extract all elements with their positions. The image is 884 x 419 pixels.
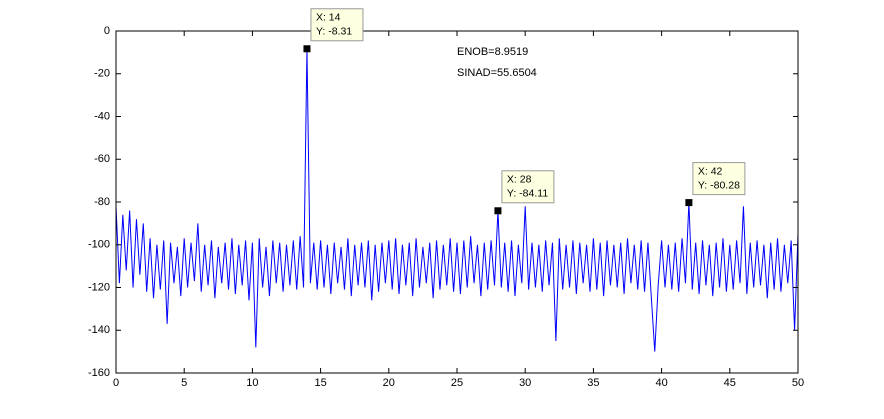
datatip-box [501, 170, 555, 204]
plot-area [116, 31, 798, 373]
x-tick-label: 10 [246, 377, 258, 389]
y-tick-label: -160 [88, 367, 110, 379]
x-tick-label: 0 [113, 377, 119, 389]
datatip-y: Y: -80.28 [698, 179, 740, 191]
datatip-marker [303, 45, 311, 53]
x-tick-label: 20 [383, 377, 395, 389]
x-tick-label: 5 [181, 377, 187, 389]
x-tick-label: 45 [724, 377, 736, 389]
x-tick-label: 35 [587, 377, 599, 389]
datatip-y: Y: -84.11 [507, 188, 548, 200]
datatip: X: 28 Y: -84.11 [494, 170, 555, 215]
annotation: ENOB=8.9519 [457, 46, 528, 58]
y-tick-label: -120 [88, 281, 110, 293]
y-tick-label: -20 [94, 68, 110, 80]
y-tick-label: 0 [104, 25, 110, 37]
datatip-box [692, 162, 746, 196]
x-tick-label: 50 [792, 377, 804, 389]
datatip-x: X: 42 [698, 165, 723, 177]
y-tick-label: -60 [94, 153, 110, 165]
datatip-x: X: 28 [507, 174, 532, 186]
y-tick-label: -80 [94, 196, 110, 208]
datatip: X: 14 Y: -8.31 [303, 8, 364, 53]
spectrum-line [115, 48, 799, 352]
datatip-marker [494, 207, 502, 215]
x-tick-label: 30 [519, 377, 531, 389]
y-tick-label: -140 [88, 324, 110, 336]
x-tick-label: 15 [314, 377, 326, 389]
y-tick-label: -40 [94, 110, 110, 122]
datatip-y: Y: -8.31 [316, 26, 352, 38]
datatip-marker [685, 199, 693, 207]
y-tick-label: -100 [88, 239, 110, 251]
x-tick-label: 25 [451, 377, 463, 389]
datatip-box [310, 8, 364, 42]
datatip: X: 42 Y: -80.28 [685, 162, 746, 207]
annotation: SINAD=55.6504 [457, 67, 537, 79]
x-tick-label: 40 [655, 377, 667, 389]
datatip-x: X: 14 [316, 12, 341, 24]
